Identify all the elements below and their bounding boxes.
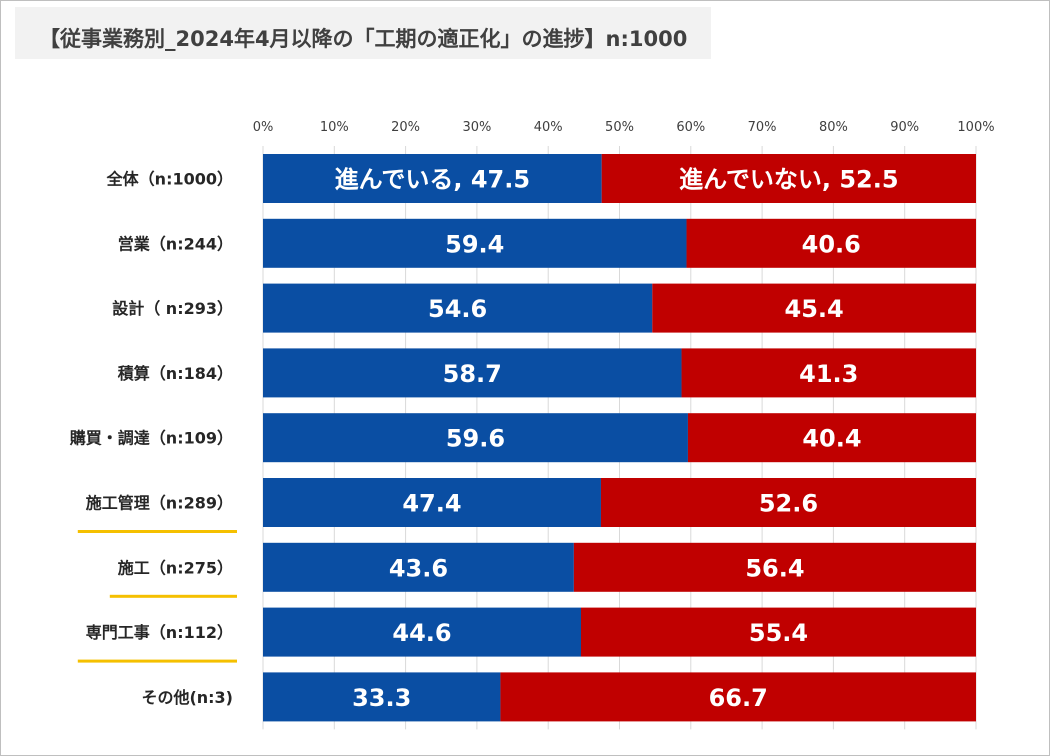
x-tick-label: 100% <box>957 120 994 135</box>
data-label: 40.6 <box>802 230 861 258</box>
data-label: 47.4 <box>402 490 461 518</box>
bar-progress <box>263 413 688 463</box>
category-label: 営業（n:244） <box>118 234 233 253</box>
bar-no-progress <box>600 478 976 527</box>
data-label: 66.7 <box>709 684 768 712</box>
bar-no-progress <box>573 542 976 592</box>
bar-progress <box>263 672 501 722</box>
category-label: 施工（n:275） <box>118 558 233 577</box>
bar-no-progress <box>687 413 976 463</box>
category-label: 積算（n:184） <box>117 364 233 383</box>
x-tick-label: 80% <box>819 120 848 135</box>
bar-progress <box>263 542 574 592</box>
highlight-underline <box>77 530 237 533</box>
data-label: 45.4 <box>785 295 844 323</box>
bar-no-progress <box>500 672 976 722</box>
bar-no-progress <box>580 607 976 657</box>
highlight-underline <box>109 594 237 598</box>
bar-no-progress <box>686 218 976 268</box>
category-label: 全体（n:1000） <box>106 170 233 189</box>
x-tick-label: 10% <box>320 120 349 135</box>
data-label: 40.4 <box>802 425 861 453</box>
data-label: 54.6 <box>428 295 487 323</box>
x-tick-label: 40% <box>534 120 563 135</box>
chart-title: 【従事業務別_2024年4月以降の「工期の適正化」の進捗】n:1000 <box>39 27 688 51</box>
title-box: 【従事業務別_2024年4月以降の「工期の適正化」の進捗】n:1000 <box>15 7 711 59</box>
data-label: 59.4 <box>445 230 504 258</box>
data-label: 進んでいる, 47.5 <box>335 166 531 194</box>
data-label: 55.4 <box>749 619 808 647</box>
data-label: 進んでいない, 52.5 <box>679 166 899 194</box>
data-label: 44.6 <box>392 619 451 647</box>
x-tick-label: 0% <box>253 120 274 135</box>
x-tick-label: 70% <box>748 120 777 135</box>
bar-no-progress <box>601 154 976 203</box>
bar-no-progress <box>652 283 976 333</box>
bar-progress <box>263 478 601 527</box>
x-tick-label: 90% <box>890 120 919 135</box>
bar-progress <box>263 607 581 657</box>
x-tick-label: 30% <box>462 120 491 135</box>
bar-progress <box>263 348 682 398</box>
bar-progress <box>263 283 653 333</box>
highlight-underline <box>77 659 237 663</box>
x-tick-label: 20% <box>391 120 420 135</box>
category-label: 購買・調達（n:109） <box>69 429 233 448</box>
category-label: 専門工事（n:112） <box>86 623 233 642</box>
data-label: 59.6 <box>446 425 505 453</box>
category-label: 施工管理（n:289） <box>86 494 233 513</box>
data-label: 33.3 <box>352 684 411 712</box>
category-label: 設計（ n:293） <box>112 299 233 318</box>
data-label: 41.3 <box>799 360 858 388</box>
data-label: 52.6 <box>759 490 818 518</box>
x-tick-label: 50% <box>605 120 634 135</box>
bar-progress <box>263 154 602 203</box>
x-tick-label: 60% <box>676 120 705 135</box>
data-label: 56.4 <box>745 554 804 582</box>
data-label: 58.7 <box>443 360 502 388</box>
category-label: その他(n:3) <box>141 688 233 707</box>
bar-progress <box>263 218 687 268</box>
data-label: 43.6 <box>389 554 448 582</box>
bar-no-progress <box>681 348 976 398</box>
